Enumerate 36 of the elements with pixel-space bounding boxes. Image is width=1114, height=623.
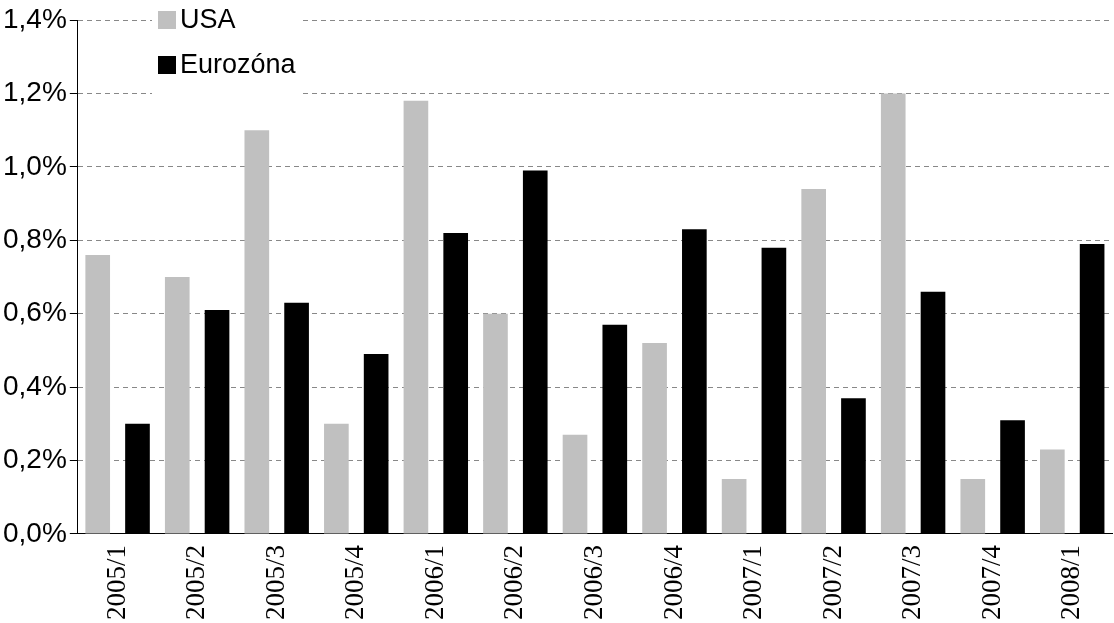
y-tick-label: 0,2% <box>2 443 67 475</box>
x-tick-label: 2006/3 <box>578 545 608 621</box>
bar <box>642 343 667 534</box>
x-tick-label: 2006/1 <box>418 545 449 621</box>
bar <box>880 93 906 534</box>
bar <box>85 254 111 534</box>
bar <box>721 478 747 534</box>
x-tick-label: 2007/1 <box>737 545 768 621</box>
x-tick-label: 2007/2 <box>816 545 847 621</box>
x-tick-label: 2006/2 <box>498 545 529 621</box>
y-tick-label: 0,8% <box>2 223 67 254</box>
y-tick-label: 0,6% <box>2 296 67 328</box>
bar <box>403 100 429 534</box>
bar <box>164 277 190 534</box>
x-tick-label: 2005/3 <box>259 545 290 621</box>
bar <box>960 478 986 534</box>
bar <box>562 434 588 534</box>
legend-label: Eurozóna <box>180 49 296 80</box>
legend-label: USA <box>180 4 236 35</box>
x-tick-label: 2007/3 <box>896 545 927 621</box>
x-tick-label: 2008/1 <box>1055 545 1086 621</box>
x-tick-label: 2005/2 <box>180 545 211 621</box>
bar <box>483 313 508 534</box>
x-tick-label: 2005/4 <box>339 544 370 621</box>
y-tick-label: 1,2% <box>2 76 67 108</box>
bar <box>244 130 270 534</box>
y-tick-label: 0,4% <box>2 369 67 401</box>
bar <box>324 423 349 534</box>
bar <box>1040 449 1065 534</box>
x-tick-label: 2007/4 <box>975 544 1006 621</box>
x-tick-label: 2005/1 <box>100 545 131 621</box>
y-tick-label: 0,0% <box>2 516 67 548</box>
x-tick-label: 2006/4 <box>657 544 688 621</box>
bar <box>801 188 827 534</box>
y-tick-label: 1,4% <box>2 2 67 34</box>
y-tick-label: 1,0% <box>2 149 67 181</box>
